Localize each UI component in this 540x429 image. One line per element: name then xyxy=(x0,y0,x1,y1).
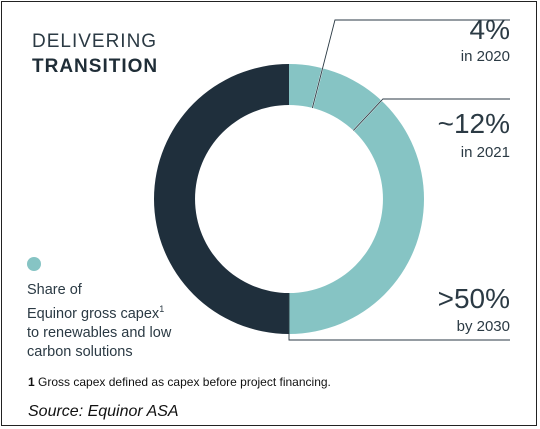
leader-line-1 xyxy=(353,98,510,131)
legend-line-3: to renewables and low xyxy=(27,325,172,341)
leader-line-0 xyxy=(311,19,510,109)
legend-line-4: carbon solutions xyxy=(27,344,133,360)
legend-line-1: Share of xyxy=(27,282,82,298)
leader-line-2 xyxy=(288,293,510,341)
legend-swatch xyxy=(27,257,41,271)
footnote-number: 1 xyxy=(28,375,35,389)
heading-line-2: TRANSITION xyxy=(32,56,159,77)
milestone-value-2030: >50% xyxy=(437,283,510,314)
legend-text: Share of Equinor gross capex1 to renewab… xyxy=(27,281,247,362)
milestone-year-2021: in 2021 xyxy=(460,144,510,161)
legend-line-2: Equinor gross capex xyxy=(27,306,160,322)
milestone-value-2020: 4% xyxy=(469,14,510,45)
heading-line-1: DELIVERING xyxy=(32,31,158,52)
source-credit: Source: Equinor ASA xyxy=(28,403,179,420)
milestone-year-2020: in 2020 xyxy=(460,48,510,65)
donut-slice-0 xyxy=(289,64,425,334)
milestone-value-2021: ~12% xyxy=(437,108,510,139)
donut-slice-1 xyxy=(153,64,289,334)
footnote-text: Gross capex defined as capex before proj… xyxy=(38,375,331,389)
legend-footnote-marker: 1 xyxy=(159,304,165,314)
footnote: 1 Gross capex defined as capex before pr… xyxy=(28,375,331,389)
milestone-year-2030: by 2030 xyxy=(456,318,510,335)
